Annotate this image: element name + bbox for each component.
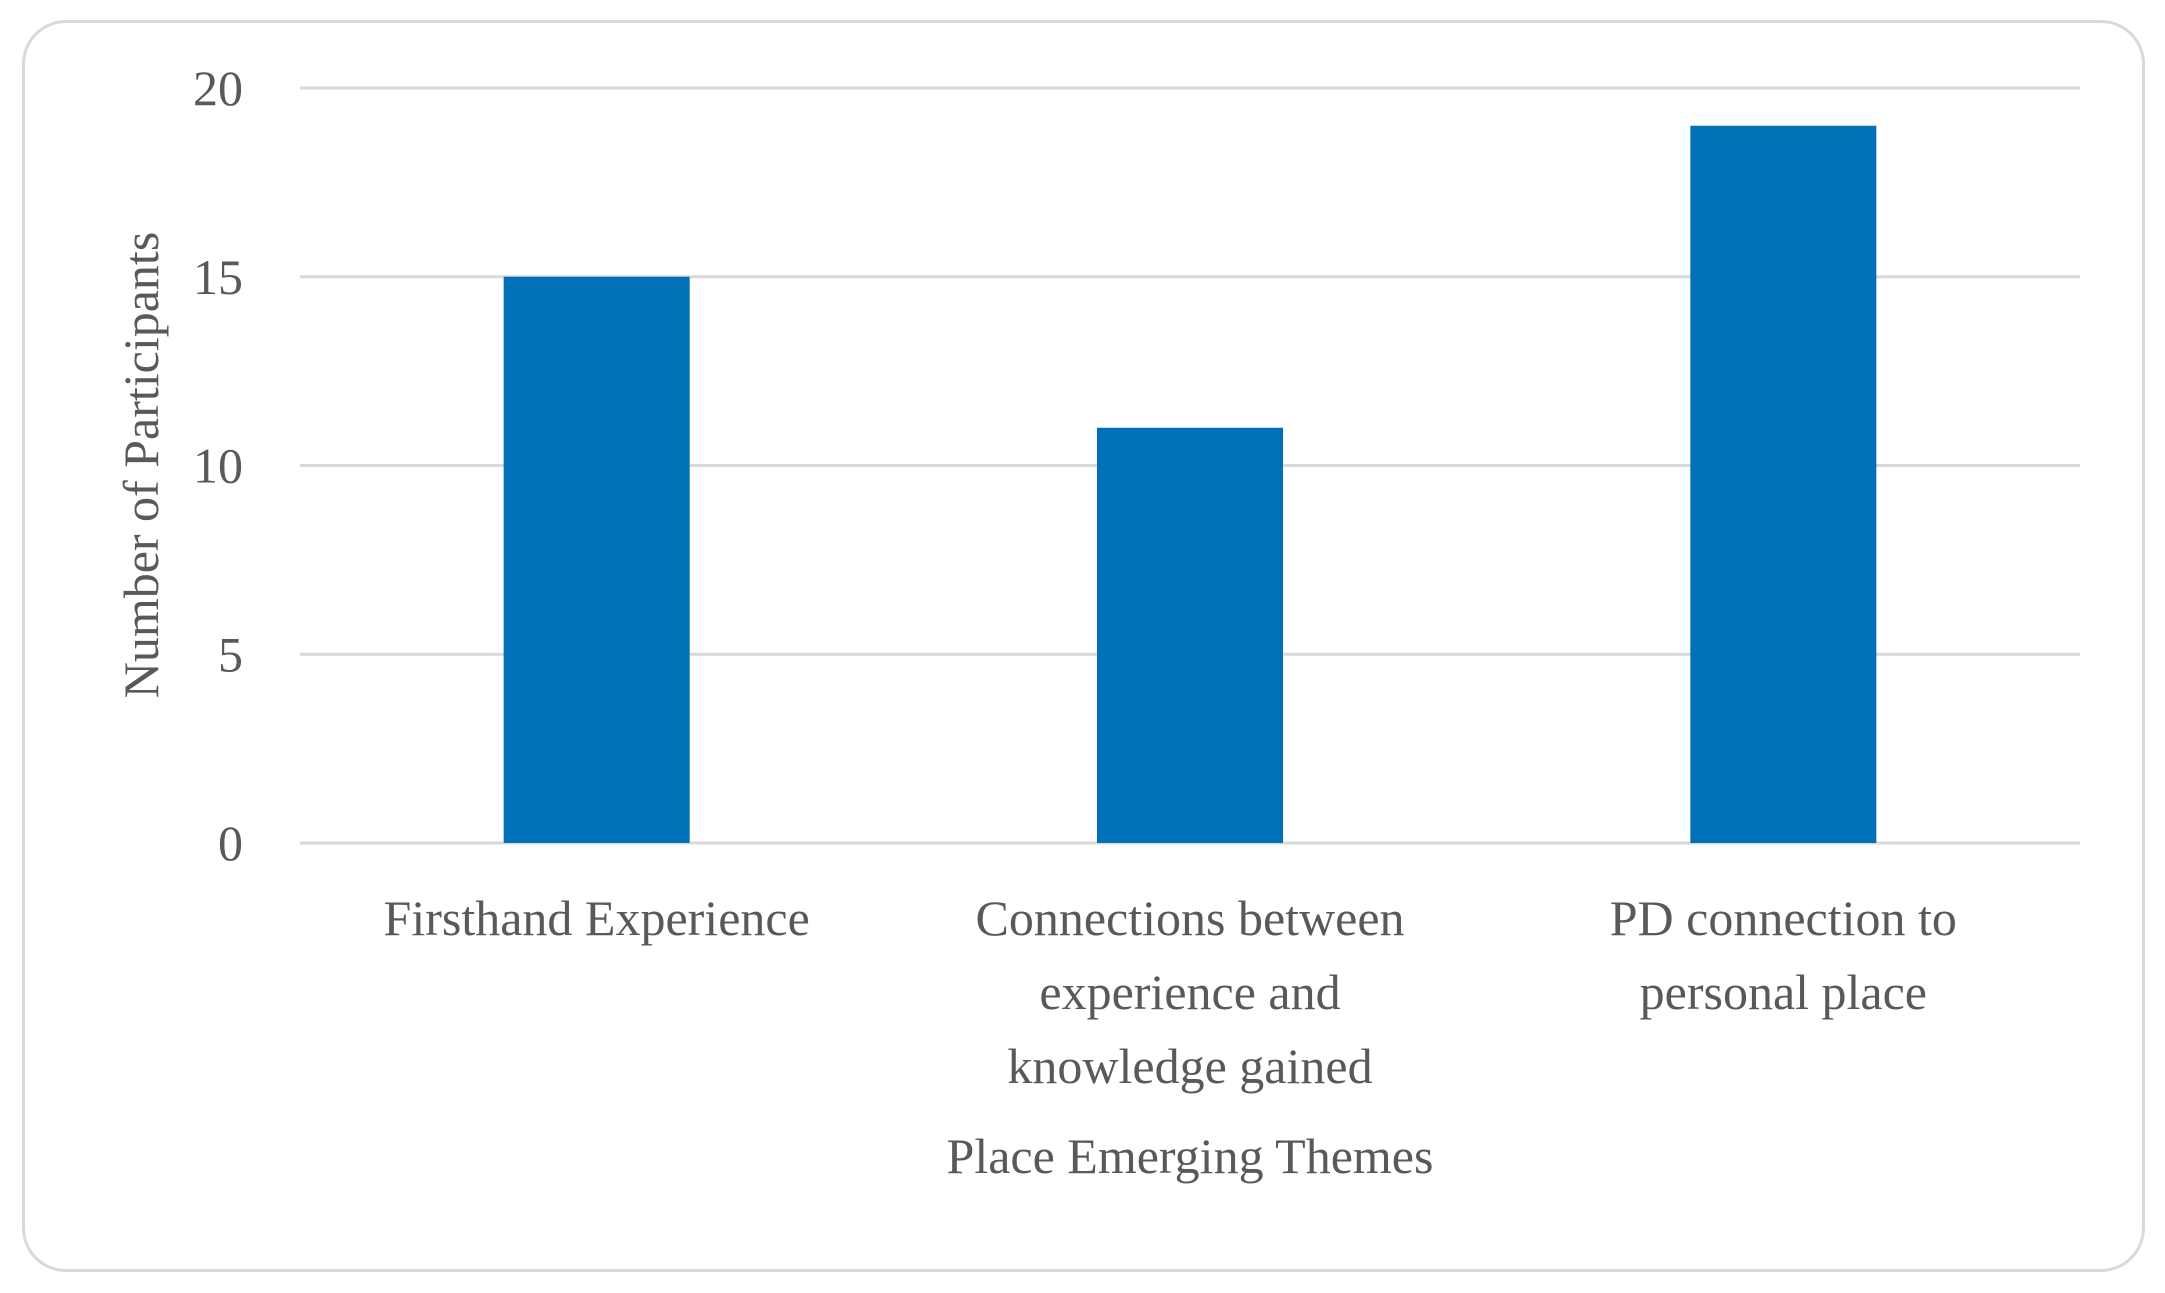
x-axis-categories: Firsthand Experience Connections between e…: [384, 890, 1957, 1094]
x-axis-title: Place Emerging Themes: [947, 1128, 1434, 1184]
x-category-label-line: experience and: [1039, 964, 1340, 1020]
bar-2: [1097, 427, 1283, 843]
x-category-label-line: PD connection to: [1610, 890, 1957, 946]
y-tick-label: 20: [193, 60, 243, 116]
y-tick-label: 5: [218, 626, 243, 682]
y-axis-ticks: 0 5 10 15 20: [193, 60, 243, 871]
bar-3: [1690, 125, 1877, 843]
x-category-label-line: Connections between: [975, 890, 1404, 946]
y-tick-label: 15: [193, 249, 243, 305]
bar-1: [503, 276, 690, 843]
x-category-label-line: personal place: [1640, 964, 1927, 1020]
y-axis-title: Number of Participants: [113, 232, 169, 699]
x-category-label-line: knowledge gained: [1007, 1038, 1372, 1094]
y-tick-label: 0: [218, 815, 243, 871]
x-category-label-line: Firsthand Experience: [384, 890, 810, 946]
x-category-label: Firsthand Experience: [384, 890, 810, 946]
bars: [503, 125, 1877, 843]
x-category-label: Connections between experience and knowled…: [975, 890, 1404, 1094]
x-category-label: PD connection to personal place: [1610, 890, 1957, 1020]
y-tick-label: 10: [193, 438, 243, 494]
